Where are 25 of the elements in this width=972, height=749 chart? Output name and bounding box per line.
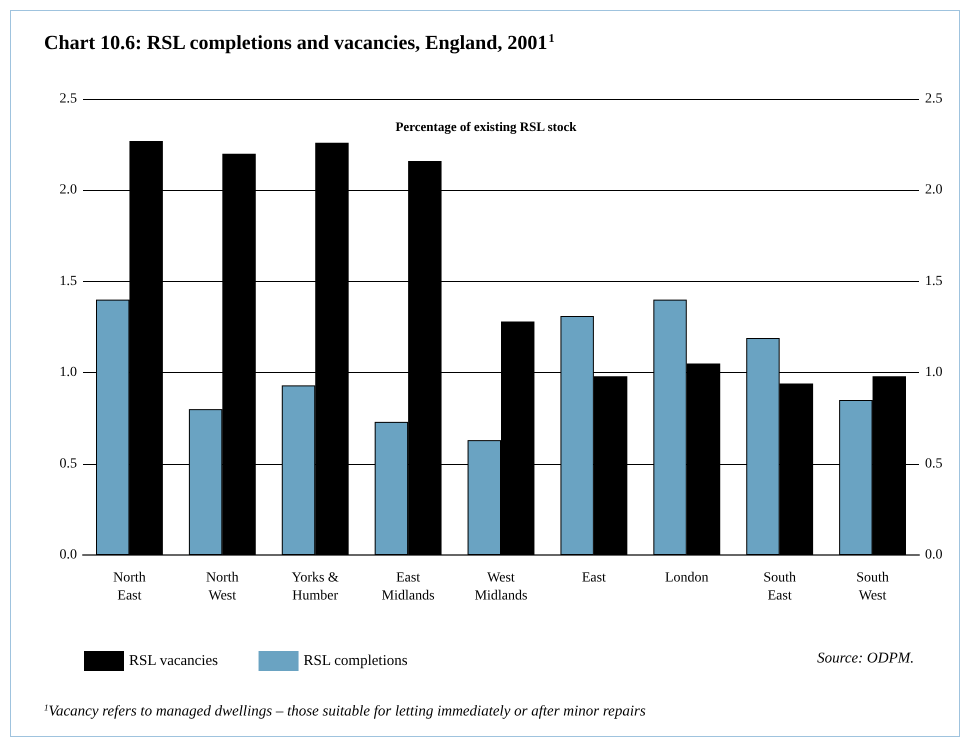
y2-tick-label: 2.0 xyxy=(925,182,942,198)
y2-tick-label: 0.0 xyxy=(925,548,942,562)
y2-tick-label: 1.5 xyxy=(925,274,942,289)
x-tick-label: East xyxy=(582,570,606,586)
y-tick-label: 0.0 xyxy=(60,548,77,562)
x-tick-label: South East xyxy=(763,570,796,604)
x-tick-label: North West xyxy=(206,570,239,604)
y-tick-label: 0.5 xyxy=(60,456,77,472)
legend-label: RSL completions xyxy=(304,653,408,669)
x-tick-label: North East xyxy=(113,570,146,604)
y2-tick-label: 0.5 xyxy=(925,456,942,472)
x-tick-label: South West xyxy=(856,570,889,604)
text: Percentage of existing RSL stock xyxy=(395,119,578,134)
y2-tick-label: 1.0 xyxy=(925,365,942,380)
y-tick-label: 2.5 xyxy=(60,92,77,106)
x-tick-label: London xyxy=(664,570,709,586)
source-note: Source: ODPM. xyxy=(817,650,914,666)
y-tick-label: 1.5 xyxy=(60,274,77,289)
x-tick-label: Yorks & Humber xyxy=(292,570,339,604)
y-tick-label: 1.0 xyxy=(60,365,77,380)
x-tick-label: West Midlands xyxy=(474,570,528,604)
y2-tick-label: 2.5 xyxy=(925,92,942,106)
x-tick-label: East Midlands xyxy=(382,570,435,604)
y-tick-label: 2.0 xyxy=(60,182,77,198)
legend-label: RSL vacancies xyxy=(129,653,218,669)
